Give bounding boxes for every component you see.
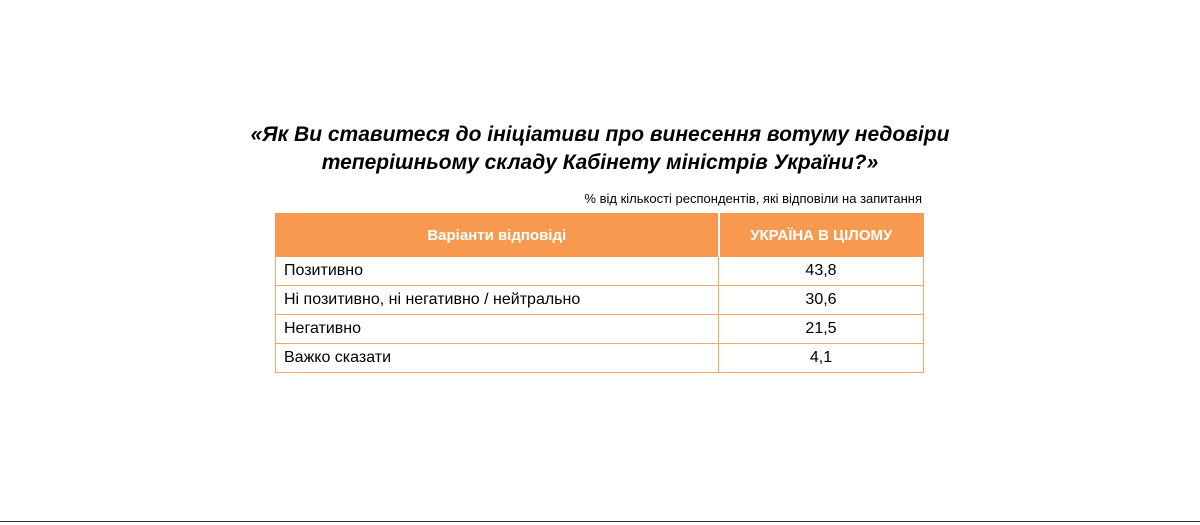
header-cell: УКРАЇНА В ЦІЛОМУ	[717, 213, 924, 257]
table-row: Ні позитивно, ні негативно / нейтрально 3…	[275, 285, 924, 315]
answer-cell: Позитивно	[275, 256, 719, 286]
value-cell: 30,6	[718, 285, 924, 315]
header-cell: Варіанти відповіді	[275, 213, 719, 257]
results-table: Варіанти відповіді УКРАЇНА В ЦІЛОМУ Пози…	[275, 213, 924, 373]
table-body: Позитивно 43,8 Ні позитивно, ні негативно …	[275, 256, 924, 373]
bottom-rule	[0, 521, 1200, 522]
table-row: Негативно 21,5	[275, 314, 924, 344]
answer-cell: Негативно	[275, 314, 719, 344]
answer-cell: Важко сказати	[275, 343, 719, 373]
value-cell: 4,1	[718, 343, 924, 373]
answer-cell: Ні позитивно, ні негативно / нейтрально	[275, 285, 719, 315]
note: % від кількості респондентів, які відпов…	[584, 191, 922, 206]
title-line: теперішньому складу Кабінету міністрів У…	[321, 151, 879, 174]
value-cell: 21,5	[718, 314, 924, 344]
table-row: Позитивно 43,8	[275, 256, 924, 286]
header-row: Варіанти відповіді УКРАЇНА В ЦІЛОМУ	[275, 213, 924, 257]
table-row: Важко сказати 4,1	[275, 343, 924, 373]
value-cell: 43,8	[718, 256, 924, 286]
title-line: «Як Ви ставитеся до ініціативи про винес…	[250, 123, 950, 146]
